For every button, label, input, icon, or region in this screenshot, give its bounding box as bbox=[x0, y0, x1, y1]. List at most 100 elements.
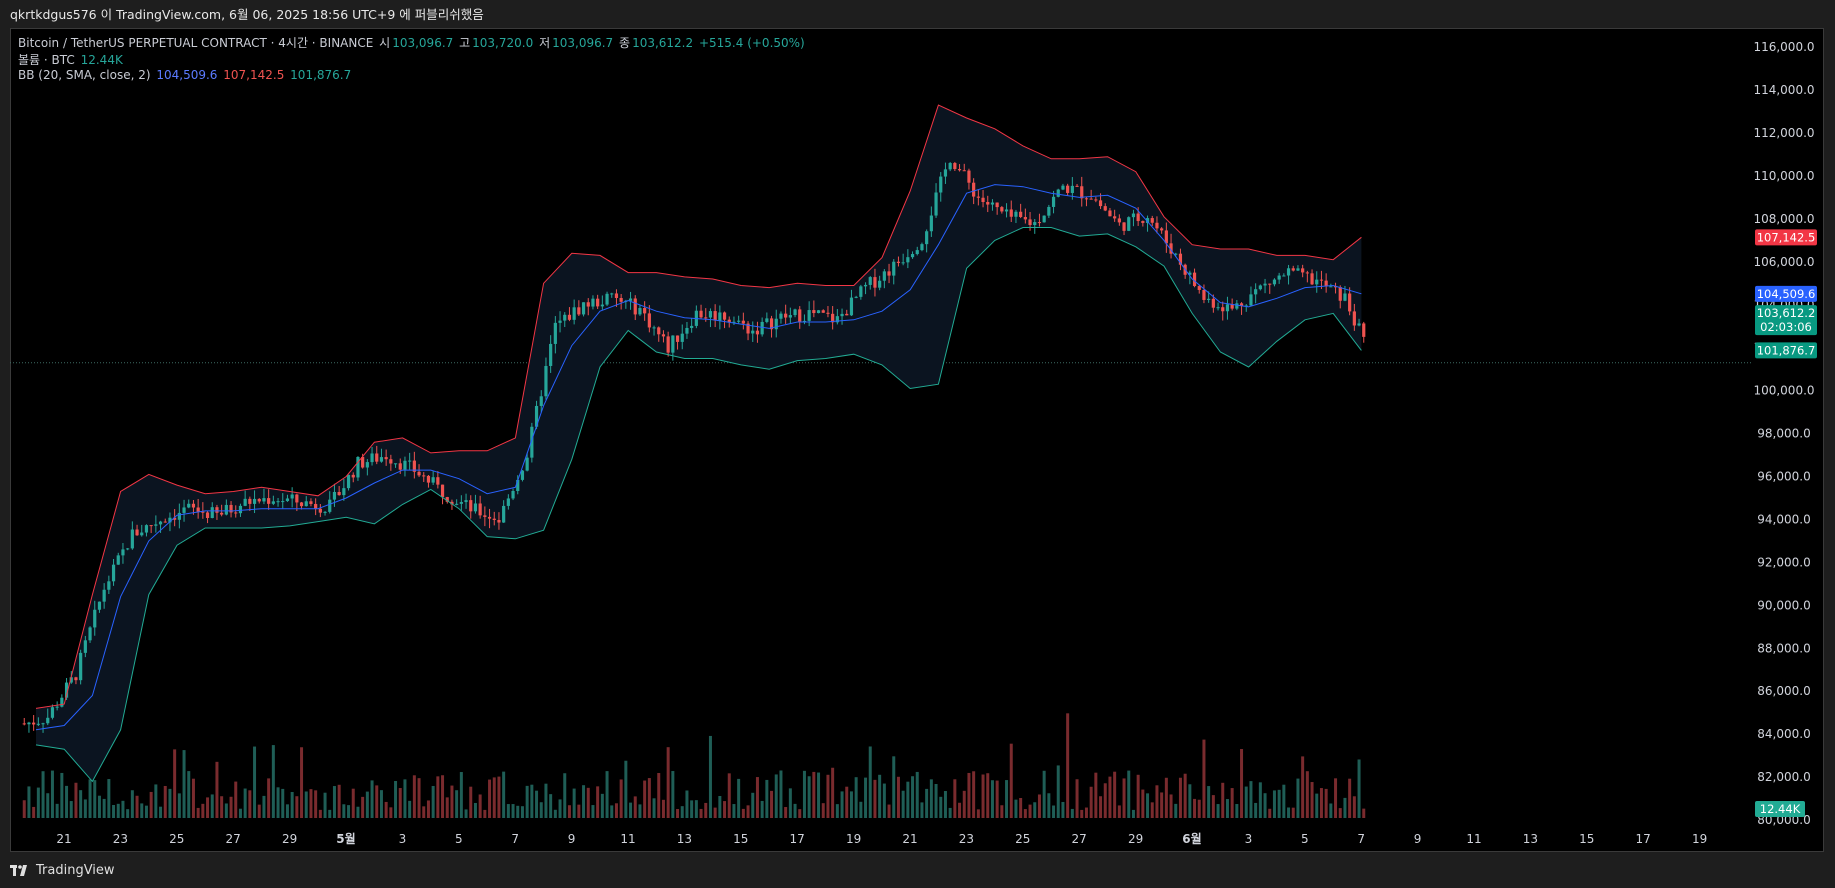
volume-bar bbox=[1272, 790, 1276, 818]
volume-bar bbox=[1108, 776, 1112, 818]
basis-badge-bg bbox=[1755, 285, 1817, 302]
volume-bar bbox=[253, 746, 257, 818]
lower-band-badge: 101,876.7 bbox=[1755, 342, 1817, 359]
volume-legend[interactable]: 볼륨 · BTC 12.44K bbox=[18, 51, 125, 68]
candle bbox=[581, 302, 586, 317]
candle bbox=[849, 289, 854, 316]
volume-bar bbox=[760, 800, 764, 818]
candle-body bbox=[168, 517, 172, 523]
x-tick-label: 25 bbox=[1015, 832, 1030, 846]
candle bbox=[840, 308, 844, 325]
y-tick-label: 82,000.0 bbox=[1757, 770, 1810, 784]
volume-bar bbox=[591, 805, 595, 818]
volume-bar bbox=[163, 785, 167, 818]
volume-bar bbox=[614, 803, 618, 818]
volume-bar bbox=[112, 804, 116, 818]
candle-body bbox=[530, 426, 534, 458]
candle-body bbox=[370, 453, 374, 463]
candle-body bbox=[614, 293, 619, 299]
candle bbox=[257, 498, 261, 504]
change-value: +515.4 (+0.50%) bbox=[698, 36, 805, 50]
candle bbox=[1141, 220, 1145, 227]
bb-basis-value: 104,509.6 bbox=[156, 68, 218, 82]
volume-bar bbox=[1103, 783, 1107, 818]
candle-body bbox=[1329, 286, 1333, 288]
candle bbox=[549, 335, 553, 373]
candle-body bbox=[920, 244, 924, 251]
candle-body bbox=[182, 507, 186, 513]
candle-body bbox=[835, 316, 839, 323]
tradingview-logo[interactable]: TradingView bbox=[10, 863, 115, 878]
upper-band-badge: 107,142.5 bbox=[1755, 229, 1817, 246]
candle bbox=[93, 600, 97, 636]
candle bbox=[1108, 207, 1112, 217]
volume-bar bbox=[600, 793, 604, 818]
x-tick-label: 11 bbox=[1466, 832, 1481, 846]
candle bbox=[1244, 304, 1248, 312]
volume-bar bbox=[925, 788, 929, 818]
bb-legend[interactable]: BB (20, SMA, close, 2) 104,509.6 107,142… bbox=[18, 68, 353, 82]
volume-bar bbox=[544, 783, 548, 818]
candle-body bbox=[605, 293, 609, 305]
y-tick-label: 90,000.0 bbox=[1757, 598, 1810, 612]
candle bbox=[417, 464, 421, 478]
candle bbox=[295, 493, 299, 512]
x-tick-label: 11 bbox=[620, 832, 635, 846]
candle bbox=[943, 162, 948, 184]
candle bbox=[426, 475, 431, 488]
candle bbox=[812, 300, 816, 318]
candle-body bbox=[1066, 185, 1070, 193]
close-value: 103,612.2 bbox=[632, 36, 694, 50]
candle-body bbox=[417, 471, 421, 476]
candle-body bbox=[79, 652, 83, 681]
y-tick-label: 114,000.0 bbox=[1753, 83, 1814, 97]
volume-bar bbox=[337, 784, 341, 818]
candle-body bbox=[1033, 222, 1037, 226]
candle bbox=[267, 489, 271, 510]
volume-bar bbox=[972, 771, 976, 818]
candle bbox=[788, 307, 792, 324]
volume-bar bbox=[300, 747, 304, 818]
volume-bar bbox=[473, 802, 477, 818]
candle-body bbox=[478, 503, 482, 516]
candle bbox=[1103, 203, 1107, 212]
candle bbox=[1117, 214, 1121, 226]
countdown-text: 02:03:06 bbox=[1760, 320, 1812, 334]
symbol-legend[interactable]: Bitcoin / TetherUS PERPETUAL CONTRACT · … bbox=[18, 34, 807, 51]
volume-bar bbox=[1202, 739, 1206, 818]
candle-body bbox=[69, 677, 73, 683]
chart-frame[interactable] bbox=[10, 28, 1824, 852]
candle-body bbox=[248, 498, 252, 504]
volume-bar bbox=[1005, 780, 1009, 818]
volume-bar bbox=[1211, 795, 1215, 818]
volume-bar bbox=[1047, 793, 1051, 818]
candle bbox=[863, 282, 868, 295]
volume-bar bbox=[1301, 756, 1305, 818]
candle-body bbox=[769, 318, 774, 330]
candle-body bbox=[718, 312, 722, 321]
candle bbox=[934, 183, 938, 218]
volume-bar bbox=[1164, 777, 1168, 818]
candle bbox=[816, 309, 821, 314]
candle-body bbox=[398, 463, 402, 470]
candle-body bbox=[544, 365, 548, 397]
candle bbox=[990, 199, 995, 211]
candle-body bbox=[224, 504, 228, 515]
volume-bar bbox=[1127, 770, 1131, 818]
candle bbox=[878, 275, 882, 291]
volume-bar bbox=[1338, 808, 1342, 818]
candle bbox=[1357, 318, 1361, 327]
volume-bar bbox=[1207, 786, 1211, 818]
candle-body bbox=[534, 405, 539, 427]
x-tick-label: 5월 bbox=[336, 831, 355, 846]
volume-bar bbox=[285, 804, 289, 818]
candle bbox=[309, 498, 313, 507]
volume-bar bbox=[567, 805, 571, 818]
volume-bar bbox=[690, 800, 694, 818]
volume-bar bbox=[1319, 788, 1323, 818]
footer: TradingView bbox=[0, 852, 1835, 888]
candle-body bbox=[403, 460, 407, 470]
candle-body bbox=[502, 505, 506, 523]
volume-bar bbox=[694, 800, 698, 818]
